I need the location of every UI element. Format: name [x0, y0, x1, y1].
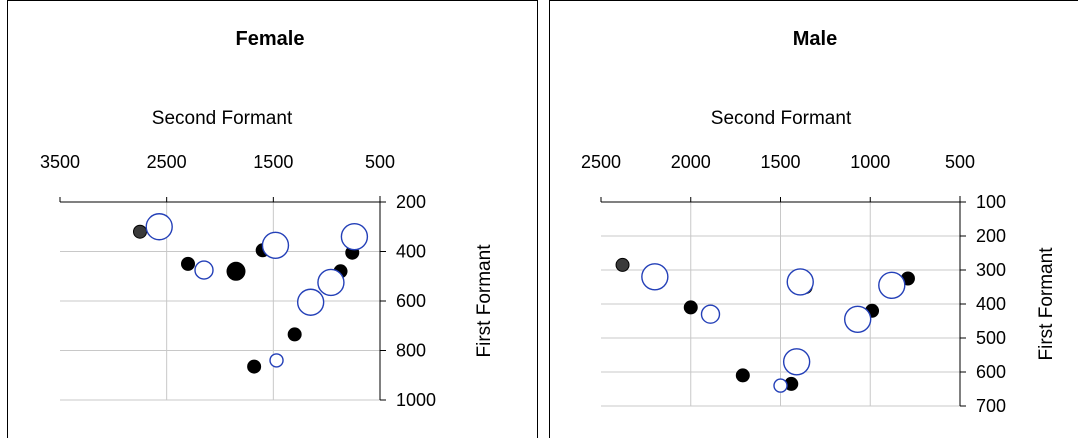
y-tick-label: 700 — [976, 396, 1006, 416]
y-tick-label: 500 — [976, 328, 1006, 348]
open-circle-point — [642, 264, 668, 290]
x-tick-label: 2500 — [147, 152, 187, 172]
y-tick-label: 300 — [976, 260, 1006, 280]
y-axis-label: First Formant — [474, 244, 495, 358]
x-tick-label: 1500 — [253, 152, 293, 172]
x-tick-label: 3500 — [40, 152, 80, 172]
y-axis-label: First Formant — [1036, 247, 1057, 361]
y-tick-label: 1000 — [396, 390, 436, 410]
x-axis-label: Second Formant — [152, 108, 293, 129]
filled-circle-point — [736, 369, 749, 382]
open-circle-point — [270, 354, 283, 367]
open-circle-point — [787, 269, 813, 295]
open-circle-point — [701, 305, 719, 323]
chart-title: Female — [236, 28, 305, 50]
y-tick-label: 200 — [976, 226, 1006, 246]
x-tick-label: 1500 — [760, 152, 800, 172]
x-tick-label: 1000 — [850, 152, 890, 172]
open-circle-point — [341, 224, 367, 250]
filled-circle-point — [616, 258, 629, 271]
open-circle-point — [784, 349, 810, 375]
x-tick-label: 2500 — [581, 152, 621, 172]
filled-circle-point — [684, 301, 697, 314]
filled-circle-point — [182, 257, 195, 270]
x-tick-label: 500 — [365, 152, 395, 172]
filled-circle-point — [134, 225, 147, 238]
x-tick-label: 2000 — [671, 152, 711, 172]
open-circle-point — [774, 379, 787, 392]
filled-circle-point — [227, 262, 245, 280]
y-tick-label: 600 — [976, 362, 1006, 382]
open-circle-point — [262, 232, 288, 258]
open-circle-point — [298, 289, 324, 315]
filled-circle-point — [248, 360, 261, 373]
open-circle-point — [195, 261, 213, 279]
open-circle-point — [879, 272, 905, 298]
panel-frame-female — [8, 1, 538, 438]
x-tick-label: 500 — [945, 152, 975, 172]
y-tick-label: 400 — [396, 242, 426, 262]
y-tick-label: 400 — [976, 294, 1006, 314]
y-tick-label: 800 — [396, 341, 426, 361]
open-circle-point — [318, 269, 344, 295]
y-tick-label: 100 — [976, 192, 1006, 212]
y-tick-label: 600 — [396, 291, 426, 311]
filled-circle-point — [288, 328, 301, 341]
open-circle-point — [845, 306, 871, 332]
x-axis-label: Second Formant — [711, 108, 852, 129]
chart-title: Male — [793, 28, 837, 50]
open-circle-point — [146, 214, 172, 240]
y-tick-label: 200 — [396, 192, 426, 212]
